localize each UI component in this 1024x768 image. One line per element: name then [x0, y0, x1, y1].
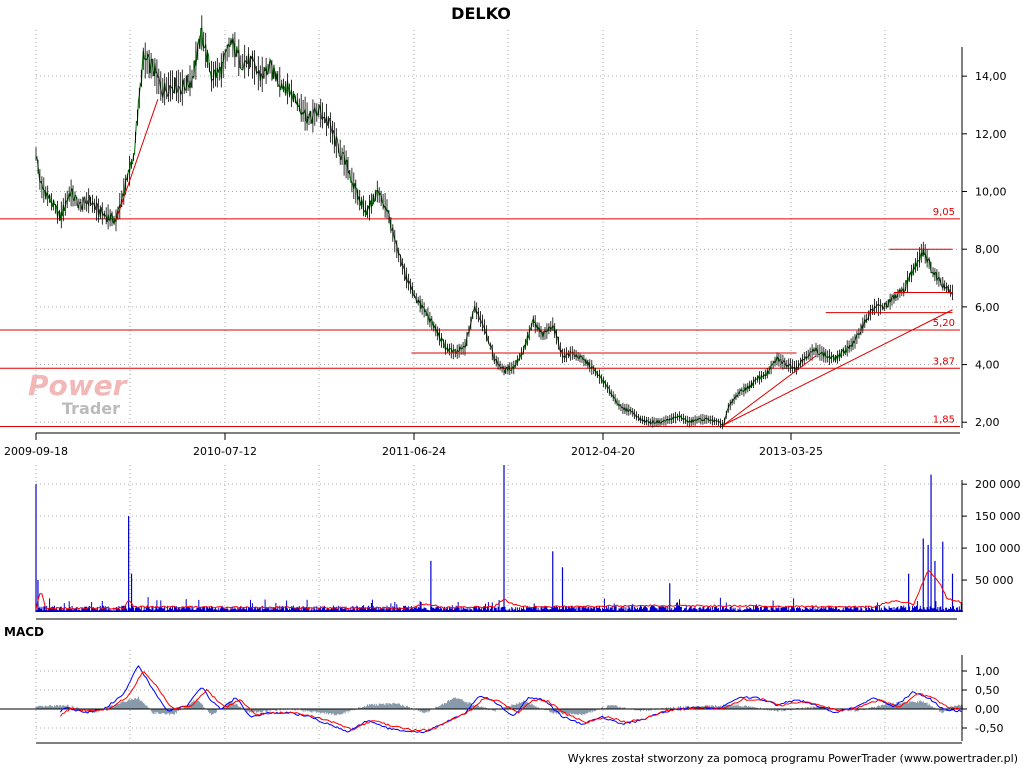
level-label: 5,20 — [933, 318, 955, 329]
price-x-tick-label: 2010-07-12 — [193, 445, 257, 458]
volume-panel: 50 000 100 000 150 000 200 000 — [35, 465, 1021, 620]
price-x-tick-label: 2009-09-18 — [4, 445, 68, 458]
macd-signal-line — [59, 671, 962, 732]
watermark-power: Power — [28, 369, 129, 402]
macd-y-tick-label: 0,00 — [975, 703, 1000, 716]
macd-y-tick-label: -0,50 — [975, 722, 1003, 735]
price-x-tick-label: 2013-03-25 — [759, 445, 823, 458]
trend-line — [723, 355, 817, 426]
price-y-tick-label: 6,00 — [975, 301, 1000, 314]
macd-title: MACD — [4, 625, 44, 639]
price-x-tick-label: 2011-06-24 — [382, 445, 446, 458]
macd-panel: MACD -0,50 0,00 0,50 1,00 — [0, 625, 1003, 744]
volume-y-tick-label: 50 000 — [975, 574, 1014, 587]
macd-y-tick-label: 1,00 — [975, 665, 1000, 678]
chart-title: DELKO — [451, 4, 511, 23]
macd-y-tick-label: 0,50 — [975, 684, 1000, 697]
level-label: 9,05 — [933, 207, 955, 218]
price-y-tick-label: 8,00 — [975, 243, 1000, 256]
price-y-tick-label: 12,00 — [975, 128, 1007, 141]
volume-y-tick-label: 200 000 — [975, 478, 1021, 491]
footer-credit: Wykres został stworzony za pomocą progra… — [568, 752, 1018, 765]
watermark-logo: PowerTrader — [28, 369, 129, 418]
volume-y-tick-label: 100 000 — [975, 542, 1021, 555]
price-y-tick-label: 14,00 — [975, 70, 1007, 83]
volume-ma-line — [35, 570, 963, 610]
trend-line — [723, 309, 953, 426]
price-y-tick-label: 10,00 — [975, 186, 1007, 199]
volume-y-tick-label: 150 000 — [975, 510, 1021, 523]
price-x-tick-label: 2012-04-20 — [571, 445, 635, 458]
watermark-trader: Trader — [62, 399, 120, 418]
trend-line — [115, 99, 159, 221]
price-y-tick-label: 2,00 — [975, 416, 1000, 429]
level-label: 1,85 — [933, 415, 955, 426]
macd-line — [59, 665, 962, 734]
volume-bars — [35, 597, 963, 612]
price-line — [35, 27, 953, 427]
price-y-tick-label: 4,00 — [975, 359, 1000, 372]
price-candles — [35, 15, 953, 430]
level-label: 3,87 — [933, 356, 955, 367]
price-panel: PowerTrader 9,05 5,20 3,87 1,85 DELKO 2,00 4,00… — [0, 4, 1007, 458]
